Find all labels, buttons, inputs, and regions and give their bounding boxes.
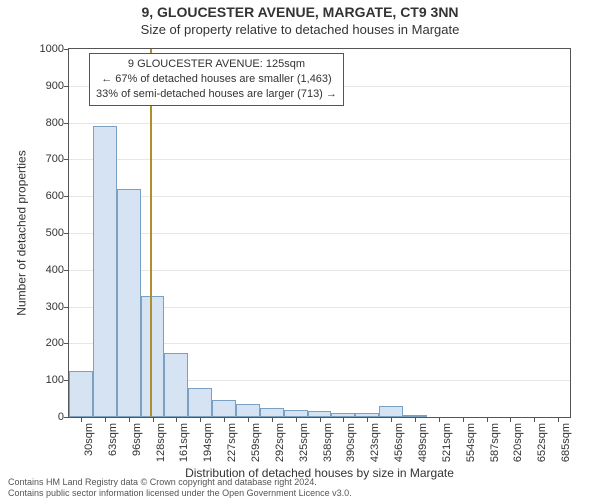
x-tick-mark [81,417,82,422]
y-tick-label: 100 [46,374,64,386]
x-tick-mark [463,417,464,422]
x-tick-mark [439,417,440,422]
y-tick-label: 1000 [40,43,64,55]
x-tick-mark [200,417,201,422]
histogram-bar [164,353,188,417]
chart-title: 9, GLOUCESTER AVENUE, MARGATE, CT9 3NN [0,4,600,20]
histogram-bar [355,413,379,417]
histogram-bar [379,406,403,417]
info-box-line: 9 GLOUCESTER AVENUE: 125sqm [96,57,337,72]
histogram-bar [212,400,236,417]
x-tick-mark [534,417,535,422]
x-tick-mark [391,417,392,422]
y-tick-label: 600 [46,190,64,202]
x-tick-mark [248,417,249,422]
x-tick-mark [558,417,559,422]
histogram-bar [93,126,117,417]
x-tick-mark [176,417,177,422]
x-tick-mark [343,417,344,422]
x-tick-mark [105,417,106,422]
x-tick-mark [415,417,416,422]
histogram-bar [403,415,427,417]
y-tick-label: 700 [46,153,64,165]
histogram-bar [260,408,284,417]
x-tick-mark [272,417,273,422]
footer-line-2: Contains public sector information licen… [8,488,352,498]
histogram-bar [141,296,165,417]
footer: Contains HM Land Registry data © Crown c… [8,477,352,498]
y-tick-mark [64,417,69,418]
x-tick-mark [296,417,297,422]
histogram-bar [188,388,212,417]
y-axis-label-text: Number of detached properties [15,150,29,315]
y-tick-label: 900 [46,80,64,92]
histogram-bar [331,413,355,417]
histogram-bar [69,371,93,417]
y-tick-label: 500 [46,227,64,239]
y-tick-label: 800 [46,117,64,129]
histogram-bar [117,189,141,417]
x-tick-mark [129,417,130,422]
y-tick-label: 200 [46,337,64,349]
x-tick-mark [153,417,154,422]
plot-area: 30sqm63sqm96sqm128sqm161sqm194sqm227sqm2… [68,48,571,418]
info-box-line: ← 67% of detached houses are smaller (1,… [96,72,337,87]
footer-line-1: Contains HM Land Registry data © Crown c… [8,477,352,487]
histogram-bar [236,404,260,417]
y-tick-label: 400 [46,264,64,276]
y-axis-label: Number of detached properties [14,48,30,418]
histogram-bar [308,411,332,417]
x-tick-mark [487,417,488,422]
info-box: 9 GLOUCESTER AVENUE: 125sqm← 67% of deta… [89,53,344,106]
x-tick-mark [320,417,321,422]
y-tick-label: 300 [46,301,64,313]
x-tick-mark [510,417,511,422]
histogram-bar [284,410,308,417]
y-tick-label: 0 [58,411,64,423]
x-tick-mark [367,417,368,422]
x-tick-mark [224,417,225,422]
info-box-line: 33% of semi-detached houses are larger (… [96,87,337,102]
chart-subtitle: Size of property relative to detached ho… [0,22,600,37]
